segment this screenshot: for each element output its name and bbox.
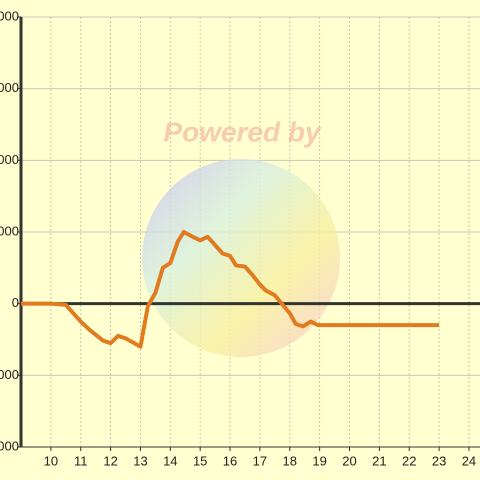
x-tick-label: 12 — [103, 453, 117, 468]
x-tick-label: 18 — [283, 453, 297, 468]
x-tick-label: 16 — [223, 453, 237, 468]
watermark-logo — [142, 159, 340, 357]
y-tick-label: 3,000 — [0, 223, 19, 238]
x-tick-label: 11 — [74, 453, 88, 468]
y-tick-label: 9,000 — [0, 80, 19, 95]
y-tick-label: 0 — [12, 295, 19, 310]
y-tick-label: 6,000 — [0, 152, 19, 167]
y-tick-label: 12,000 — [0, 8, 19, 23]
watermark: Powered by — [163, 116, 322, 147]
x-tick-label: 15 — [193, 453, 207, 468]
x-tick-label: 14 — [163, 453, 177, 468]
y-tick-label: -6,000 — [0, 438, 19, 453]
x-tick-label: 17 — [253, 453, 267, 468]
x-tick-label: 21 — [372, 453, 386, 468]
x-tick-label: 24 — [462, 453, 476, 468]
x-tick-label: 19 — [312, 453, 326, 468]
x-tick-label: 22 — [402, 453, 416, 468]
data-line — [21, 230, 440, 349]
x-tick-label: 20 — [342, 453, 356, 468]
y-tick-label: -3,000 — [0, 367, 19, 382]
x-tick-label: 10 — [44, 453, 58, 468]
x-tick-label: 13 — [133, 453, 147, 468]
x-tick-label: 23 — [432, 453, 446, 468]
